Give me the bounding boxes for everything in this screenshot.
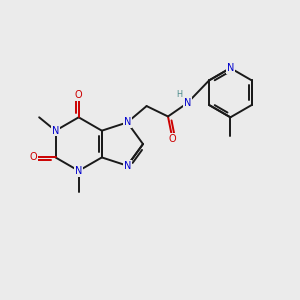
Text: N: N [124,117,131,128]
Text: O: O [75,90,82,100]
Text: O: O [169,134,176,144]
Text: N: N [124,161,131,171]
Text: N: N [227,63,234,73]
Text: O: O [29,152,37,162]
Text: N: N [184,98,191,108]
Text: H: H [176,90,182,99]
Text: N: N [75,166,82,176]
Text: N: N [52,126,59,136]
